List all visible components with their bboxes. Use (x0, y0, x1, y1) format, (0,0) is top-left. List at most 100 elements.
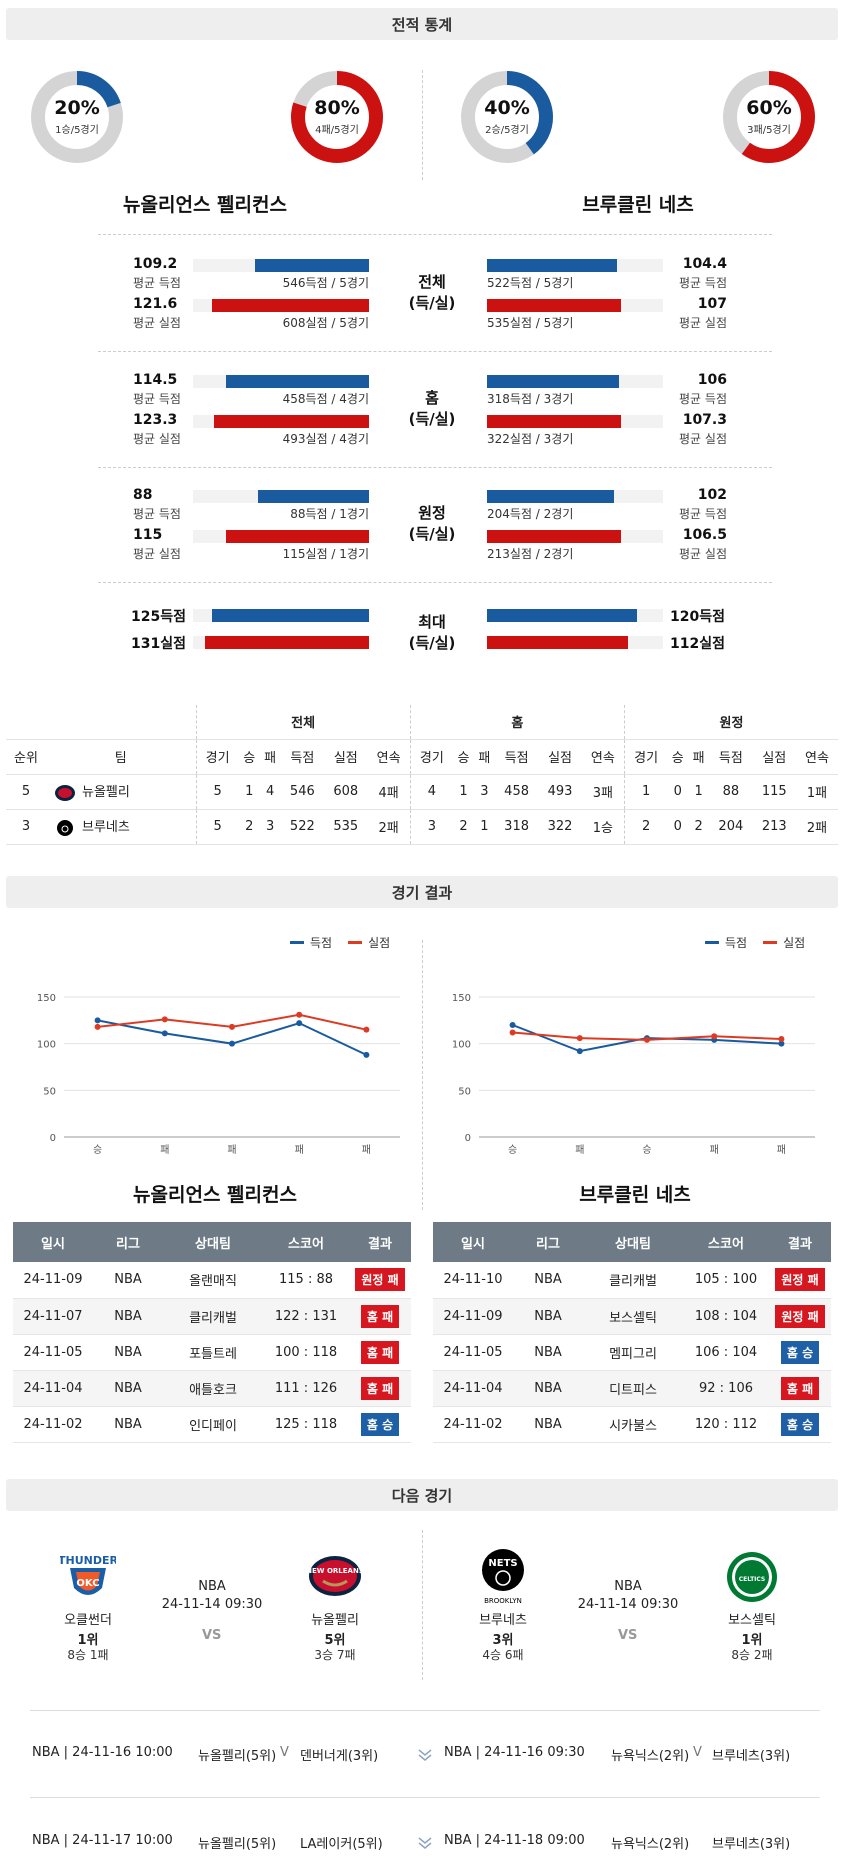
legend-conceded: 실점 (368, 936, 391, 950)
category-sublabel: (득/실) (408, 410, 456, 428)
x-tick-label: 패 (160, 1144, 169, 1155)
y-tick-label: 100 (452, 1040, 471, 1051)
upcoming1-right-team2[interactable]: 브루네츠(3위) (712, 1749, 791, 1764)
next1-away-name[interactable]: 오클썬더 (64, 1613, 112, 1628)
standings-cell: 0 (667, 809, 689, 845)
standings-cell: 546 (280, 774, 325, 810)
donut-sub: 4패/5경기 (315, 125, 359, 136)
result-cell: 홈 패 (769, 1370, 831, 1407)
svg-text:THUNDER: THUNDER (60, 1554, 116, 1567)
stat-right-bar (487, 299, 621, 312)
table-row: 5 뉴올펠리 5 1 4 546 608 4패 4 1 3 458 493 3패 1 0 1 88 115 1패 (6, 774, 838, 810)
table-row: 24-11-05 NBA 멤피그리 106 : 104 홈 승 (433, 1334, 831, 1371)
team-cell: 뉴올펠리 (46, 774, 196, 810)
result-league: NBA (513, 1370, 583, 1407)
result-opponent[interactable]: 클리캐벌 (583, 1262, 683, 1299)
data-point[interactable] (94, 1023, 101, 1030)
data-point[interactable] (161, 1016, 168, 1023)
stat-right-label: 평균 실점 (679, 316, 727, 330)
result-opponent[interactable]: 애틀호크 (163, 1370, 263, 1407)
upcoming2-right-info: NBA | 24-11-18 09:00 (444, 1833, 585, 1848)
donut-sub: 1승/5경기 (55, 125, 99, 136)
result-opponent[interactable]: 인디페이 (163, 1406, 263, 1443)
data-point[interactable] (363, 1051, 370, 1058)
standings-col-header: 연속 (367, 739, 411, 775)
result-opponent[interactable]: 멤피그리 (583, 1334, 683, 1371)
chart-legend-right: 득점 실점 (705, 934, 805, 951)
next2-home-rank: 1위 (741, 1633, 763, 1648)
svg-text:OKC: OKC (76, 1578, 99, 1589)
upcoming1-left-team1[interactable]: 뉴올펠리(5위) (198, 1749, 277, 1764)
upcoming2-right-team2[interactable]: 브루네츠(3위) (712, 1837, 791, 1852)
result-badge: 홈 패 (360, 1376, 400, 1400)
stat-right-label: 평균 득점 (679, 276, 727, 290)
next1-home-rank: 5위 (324, 1633, 346, 1648)
data-point[interactable] (576, 1048, 583, 1055)
table-row: 24-11-10 NBA 클리캐벌 105 : 100 원정 패 (433, 1262, 831, 1299)
standings-cell: 3 (409, 809, 453, 845)
chevron-down-icon[interactable] (418, 1837, 432, 1849)
data-point[interactable] (778, 1036, 785, 1042)
y-tick-label: 150 (37, 993, 56, 1004)
upcoming2-left-team1[interactable]: 뉴올펠리(5위) (198, 1837, 277, 1852)
data-point[interactable] (363, 1026, 370, 1033)
results-col-header: 상대팀 (163, 1222, 263, 1262)
upcoming1-right-team1[interactable]: 뉴욕닉스(2위) (611, 1749, 690, 1764)
result-opponent[interactable]: 포틀트레 (163, 1334, 263, 1371)
standings-cell: 608 (324, 774, 368, 810)
next1-home-name[interactable]: 뉴올펠리 (311, 1613, 359, 1628)
team-name[interactable]: 뉴올펠리 (82, 785, 130, 801)
stat-right-bar (487, 415, 621, 428)
nets-icon (57, 819, 73, 836)
max-left-bar (212, 609, 369, 622)
stat-right-bar (487, 259, 617, 272)
next2-away-name[interactable]: 브루네츠 (479, 1613, 527, 1628)
data-point[interactable] (296, 1020, 303, 1027)
standings-col-header: 패 (473, 739, 495, 775)
result-league: NBA (93, 1334, 163, 1371)
data-point[interactable] (229, 1023, 235, 1030)
data-point[interactable] (644, 1036, 650, 1043)
upcoming2-left-team2[interactable]: LA레이커(5위) (300, 1837, 383, 1852)
data-point[interactable] (576, 1035, 583, 1042)
nets-logo-icon: NETS BROOKLYN (482, 1549, 524, 1605)
data-point[interactable] (296, 1011, 303, 1018)
result-score: 92 : 106 (683, 1370, 769, 1407)
chevron-down-icon[interactable] (418, 1749, 432, 1761)
next2-league: NBA (614, 1579, 642, 1594)
category-label: 홈 (425, 389, 439, 407)
standings-cell: 1 (473, 809, 495, 845)
category-sublabel: (득/실) (408, 294, 456, 312)
data-point[interactable] (161, 1030, 168, 1037)
stat-right-label: 평균 득점 (679, 392, 727, 406)
data-point[interactable] (229, 1040, 235, 1047)
upcoming1-left-team2[interactable]: 덴버너게(3위) (300, 1749, 379, 1764)
result-opponent[interactable]: 올랜매직 (163, 1262, 263, 1299)
standings-cell: 2패 (796, 809, 838, 845)
divider-stats-top (98, 234, 772, 235)
standings-col-header: 득점 (709, 739, 753, 775)
data-point[interactable] (711, 1033, 718, 1040)
team-name[interactable]: 브루네츠 (82, 820, 130, 836)
standings-cell: 1패 (796, 774, 838, 810)
result-cell: 홈 승 (349, 1406, 411, 1443)
standings-cell: 1 (238, 774, 260, 810)
data-point[interactable] (94, 1017, 101, 1024)
result-opponent[interactable]: 보스셀틱 (583, 1298, 683, 1335)
result-date: 24-11-10 (433, 1262, 513, 1299)
next2-home-name[interactable]: 보스셀틱 (728, 1613, 776, 1628)
donut-pct: 20% (54, 97, 100, 119)
result-opponent[interactable]: 클리캐벌 (163, 1298, 263, 1335)
result-opponent[interactable]: 시카불스 (583, 1406, 683, 1443)
upcoming2-right-team1[interactable]: 뉴욕닉스(2위) (611, 1837, 690, 1852)
data-point[interactable] (509, 1022, 516, 1028)
upcoming-divider-mid (30, 1797, 820, 1798)
legend-scored-swatch (705, 941, 719, 944)
category-sublabel: (득/실) (408, 525, 456, 543)
data-point[interactable] (778, 1040, 785, 1047)
table-row: 24-11-07 NBA 클리캐벌 122 : 131 홈 패 (13, 1298, 411, 1335)
upcoming1-right-vs-icon: V (693, 1745, 702, 1760)
data-point[interactable] (509, 1029, 516, 1036)
result-date: 24-11-07 (13, 1298, 93, 1335)
result-opponent[interactable]: 디트피스 (583, 1370, 683, 1407)
